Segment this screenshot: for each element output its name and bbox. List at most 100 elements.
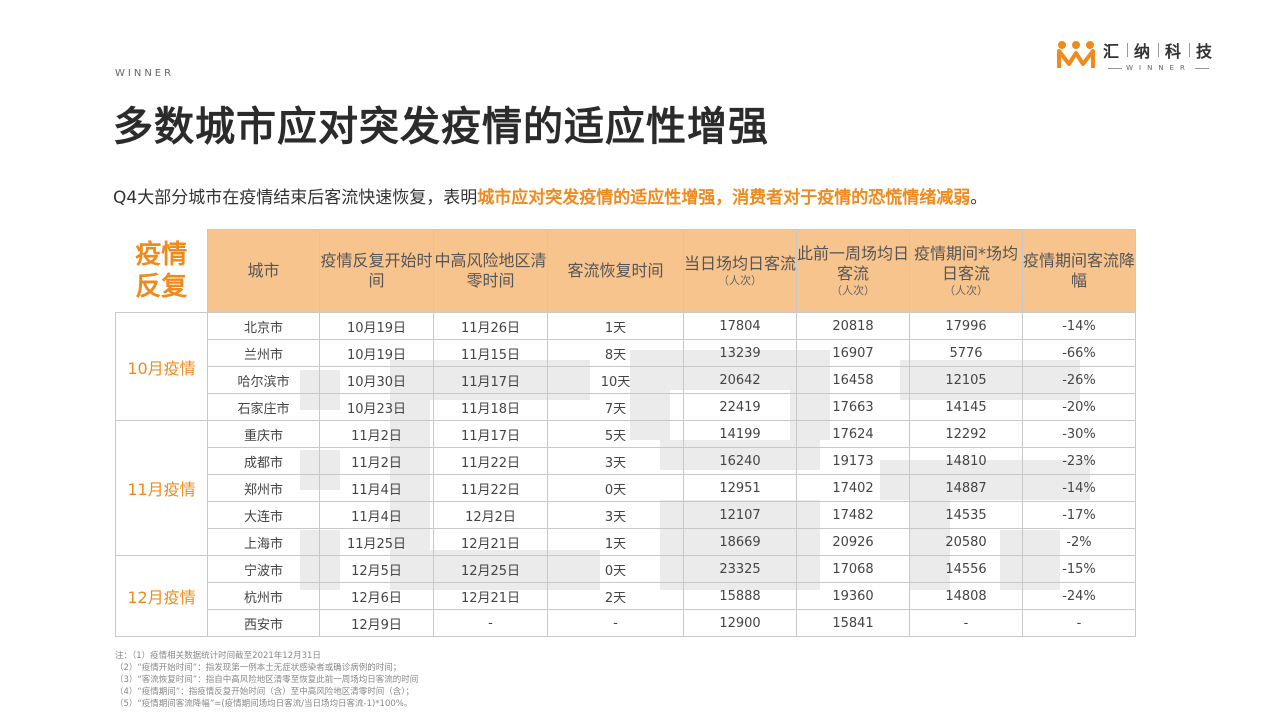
- table-cell: 12900: [683, 609, 797, 637]
- footnote: 注：（1）疫情相关数据统计时间截至2021年12月31日: [115, 651, 321, 661]
- table-cell: 11月17日: [433, 366, 548, 394]
- table-cell: -14%: [1022, 474, 1136, 502]
- table-cell: 10天: [547, 366, 684, 394]
- table-cell: 14145: [909, 393, 1023, 421]
- logo-char: 汇: [1102, 42, 1121, 61]
- table-cell: 20926: [796, 528, 910, 556]
- table-cell: 10月19日: [319, 339, 434, 367]
- table-cell: 15841: [796, 609, 910, 637]
- logo-english-name: WINNER: [1126, 64, 1191, 72]
- table-cell: 11月22日: [433, 474, 548, 502]
- table-cell: -: [547, 609, 684, 637]
- table-corner: 疫情反复: [115, 229, 208, 313]
- table-cell: 10月19日: [319, 312, 434, 340]
- table-cell: 17402: [796, 474, 910, 502]
- table-cell: 17482: [796, 501, 910, 529]
- subtitle-suffix: 。: [970, 188, 988, 208]
- city-cell: 郑州市: [207, 474, 320, 502]
- company-logo: 汇 纳 科 技 WINNER: [1056, 38, 1214, 72]
- table-cell: -26%: [1022, 366, 1136, 394]
- table-row: 兰州市 10月19日 11月15日 8天 13239 16907 5776 -66%: [116, 339, 1136, 367]
- table-cell: 11月4日: [319, 501, 434, 529]
- table-cell: 14199: [683, 420, 797, 448]
- footnote: （3）“客流恢复时间”：指自中高风险地区清零至恢复此前一周场均日客流的时间: [115, 675, 419, 685]
- table-cell: 18669: [683, 528, 797, 556]
- table-row: 哈尔滨市 10月30日 11月17日 10天 20642 16458 12105 -26%: [116, 366, 1136, 394]
- column-header: 疫情期间客流降幅: [1022, 229, 1136, 313]
- table-cell: 12月21日: [433, 528, 548, 556]
- footnote: （4）“疫情期间”：指疫情反复开始时间（含）至中高风险地区清零时间（含）；: [115, 687, 414, 697]
- table-cell: 11月15日: [433, 339, 548, 367]
- table-cell: -: [433, 609, 548, 637]
- city-cell: 成都市: [207, 447, 320, 475]
- table-cell: 10月30日: [319, 366, 434, 394]
- table-cell: 17663: [796, 393, 910, 421]
- table-cell: 12月2日: [433, 501, 548, 529]
- table-cell: 16240: [683, 447, 797, 475]
- table-cell: -15%: [1022, 555, 1136, 583]
- column-header: 城市: [207, 229, 320, 313]
- city-cell: 西安市: [207, 609, 320, 637]
- city-cell: 北京市: [207, 312, 320, 340]
- table-cell: -20%: [1022, 393, 1136, 421]
- table-cell: 17068: [796, 555, 910, 583]
- table-row: 大连市 11月4日 12月2日 3天 12107 17482 14535 -17%: [116, 501, 1136, 529]
- table-row: 12月疫情 宁波市 12月5日 12月25日 0天 23325 17068 14556 -15%: [115, 555, 1136, 637]
- group-label: 12月疫情: [115, 555, 208, 637]
- table-cell: -66%: [1022, 339, 1136, 367]
- table-cell: 14887: [909, 474, 1023, 502]
- table-cell: 12月9日: [319, 609, 434, 637]
- table-cell: -: [1022, 609, 1136, 637]
- table-cell: 16458: [796, 366, 910, 394]
- table-row: 11月疫情 重庆市 11月2日 11月17日 5天 14199 17624 12292 -30%: [115, 420, 1136, 556]
- table-cell: 2天: [547, 582, 684, 610]
- column-header: 疫情期间*场均日客流 （人次）: [909, 229, 1023, 313]
- table-header-row: 疫情反复 城市 疫情反复开始时间 中高风险地区清零时间 客流恢复时间 当日场均日…: [115, 229, 1136, 313]
- table-cell: 16907: [796, 339, 910, 367]
- table-cell: 11月17日: [433, 420, 548, 448]
- table-row: 西安市 12月9日 - -12900 15841- -: [116, 609, 1136, 637]
- column-header: 当日场均日客流 （人次）: [683, 229, 797, 313]
- table-cell: 10月23日: [319, 393, 434, 421]
- column-header: 中高风险地区清零时间: [433, 229, 548, 313]
- table-cell: -24%: [1022, 582, 1136, 610]
- table-cell: -2%: [1022, 528, 1136, 556]
- table-cell: -17%: [1022, 501, 1136, 529]
- table-cell: 12951: [683, 474, 797, 502]
- table-cell: 20580: [909, 528, 1023, 556]
- table-cell: -30%: [1022, 420, 1136, 448]
- table-cell: 17996: [909, 312, 1023, 340]
- table-body: 10月疫情 北京市 10月19日 11月26日 1天 17804 20818 17996 -14…: [115, 312, 1136, 637]
- table-cell: 12105: [909, 366, 1023, 394]
- city-cell: 宁波市: [207, 555, 320, 583]
- table-cell: 0天: [547, 555, 684, 583]
- table-cell: -23%: [1022, 447, 1136, 475]
- logo-char: 纳: [1133, 42, 1152, 61]
- logo-char: 技: [1195, 42, 1214, 61]
- table-cell: 17804: [683, 312, 797, 340]
- table-cell: 11月26日: [433, 312, 548, 340]
- table-cell: 15888: [683, 582, 797, 610]
- table-cell: 11月2日: [319, 447, 434, 475]
- table-row: 成都市 11月2日 11月22日 3天 16240 19173 14810 -23%: [116, 447, 1136, 475]
- table-cell: 3天: [547, 447, 684, 475]
- table-cell: 19360: [796, 582, 910, 610]
- city-cell: 上海市: [207, 528, 320, 556]
- table-cell: 11月4日: [319, 474, 434, 502]
- table-cell: 14556: [909, 555, 1023, 583]
- table-cell: 14808: [909, 582, 1023, 610]
- column-header: 疫情反复开始时间: [319, 229, 434, 313]
- table-cell: 12月6日: [319, 582, 434, 610]
- table-cell: 5776: [909, 339, 1023, 367]
- footnotes: 注：（1）疫情相关数据统计时间截至2021年12月31日 （2）“疫情开始时间”…: [115, 650, 418, 710]
- table-cell: 3天: [547, 501, 684, 529]
- table-cell: 0天: [547, 474, 684, 502]
- logo-char: 科: [1164, 42, 1183, 61]
- epidemic-recovery-table: 疫情反复 城市 疫情反复开始时间 中高风险地区清零时间 客流恢复时间 当日场均日…: [115, 229, 1136, 637]
- group-label: 10月疫情: [115, 312, 208, 421]
- table-cell: 20818: [796, 312, 910, 340]
- table-cell: 11月2日: [319, 420, 434, 448]
- city-cell: 哈尔滨市: [207, 366, 320, 394]
- logo-mark-icon: [1056, 41, 1095, 68]
- table-cell: 14535: [909, 501, 1023, 529]
